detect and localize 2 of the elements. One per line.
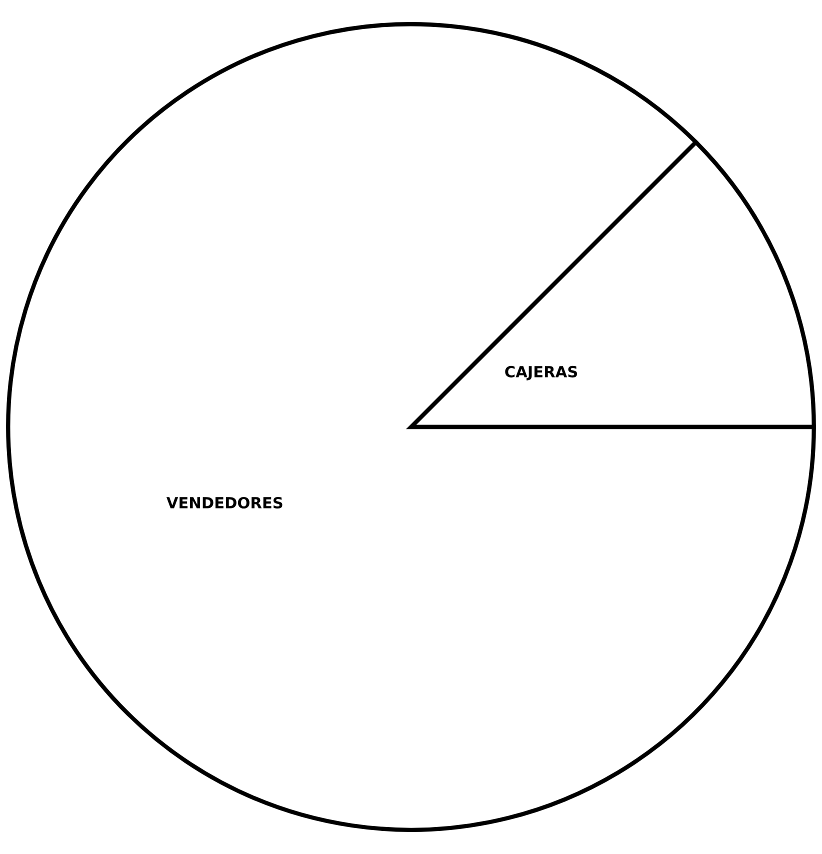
- slice-label: VENDEDORES: [166, 496, 282, 509]
- slice-label: CAJERAS: [505, 366, 578, 380]
